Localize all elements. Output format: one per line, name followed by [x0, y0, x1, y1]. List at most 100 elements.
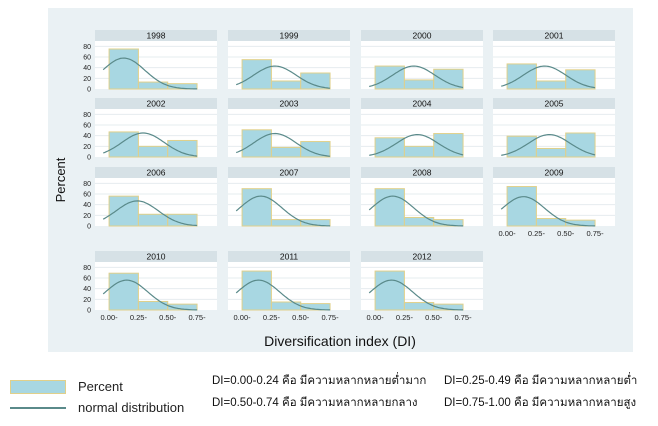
x-tick-label: 0.25-: [263, 313, 281, 322]
y-tick-label: 20: [83, 213, 91, 220]
histogram-bar: [300, 303, 331, 311]
normal-curve: [235, 65, 331, 89]
x-tick-label: 0.00-: [101, 313, 119, 322]
normal-curve: [368, 279, 464, 311]
histogram-bar: [270, 146, 302, 158]
panel-title: 2010: [147, 252, 166, 262]
panel-2000: 2000: [361, 30, 483, 90]
histogram-bar: [241, 270, 272, 311]
histogram-bar: [433, 303, 464, 311]
normal-curve: [235, 279, 331, 311]
panel-1999: 1999: [228, 30, 350, 90]
panel-2002: 2002 0 20 40 60 80: [83, 98, 217, 162]
y-tick-label: 60: [83, 123, 91, 130]
di-notes: DI=0.00-0.24 คือ มีความหลากหลายต่ำมาก DI…: [212, 370, 637, 414]
panel-1998: 1998 0 20 40 60 80: [83, 30, 217, 94]
x-tick-label: 0.75-: [189, 313, 207, 322]
panel-title: 1998: [147, 31, 166, 41]
legend: Percent normal distribution: [10, 376, 184, 418]
legend-item-percent: Percent: [10, 376, 184, 397]
histogram-bar: [300, 72, 331, 90]
y-tick-label: 40: [83, 133, 91, 140]
histogram-bar: [270, 219, 302, 227]
y-tick-label: 0: [87, 224, 91, 231]
normal-curve: [235, 195, 331, 227]
x-tick-label: 0.25-: [130, 313, 148, 322]
panel-strip: [361, 98, 483, 109]
histogram-bar: [167, 139, 198, 158]
normal-curve: [235, 132, 331, 157]
histogram-bar: [108, 48, 139, 90]
normal-curve: [102, 279, 198, 311]
x-tick-label: 0.50-: [159, 313, 177, 322]
normal-curve: [369, 134, 464, 156]
panel-title: 2006: [147, 168, 166, 178]
histogram-bar: [300, 141, 331, 158]
histogram-bar: [506, 135, 537, 158]
panel-2001: 2001: [493, 30, 615, 90]
y-tick-label: 20: [83, 76, 91, 83]
x-tick-label: 0.50-: [557, 229, 575, 238]
histogram-bar: [535, 147, 567, 158]
panel-strip: [228, 167, 350, 178]
panel-title: 1999: [280, 31, 299, 41]
y-tick-label: 40: [83, 286, 91, 293]
panel-strip: [493, 98, 615, 109]
histogram-bar: [270, 301, 302, 311]
panel-strip: [228, 98, 350, 109]
panel-title: 2012: [413, 252, 432, 262]
normal-curve: [501, 65, 596, 89]
normal-curve: [102, 200, 198, 227]
x-tick-label: 0.50-: [425, 313, 443, 322]
panel-2012: 2012 0.00- 0.25- 0.50- 0.75-: [361, 251, 483, 322]
note-di-low: DI=0.25-0.49 คือ มีความหลากหลายต่ำ: [444, 375, 638, 387]
histogram-bar: [565, 69, 596, 90]
panel-2006: 2006 0 20 40 60 80: [83, 167, 217, 231]
x-tick-label: 0.75-: [455, 313, 473, 322]
panel-2004: 2004: [361, 98, 483, 158]
legend-area: Percent normal distribution DI=0.00-0.24…: [0, 360, 658, 426]
y-tick-label: 40: [83, 65, 91, 72]
x-axis-label: Diversification index (DI): [264, 333, 416, 349]
histogram-bar: [433, 68, 464, 90]
panel-strip: [228, 251, 350, 262]
histogram-bar: [300, 219, 331, 227]
normal-curve: [368, 195, 464, 227]
panel-strip: [361, 167, 483, 178]
panel-2003: 2003: [228, 98, 350, 158]
panel-title: 2004: [413, 99, 432, 109]
panel-2010: 2010 0 20 40 60 80 0.00- 0.25- 0.50- 0.75-: [83, 251, 217, 322]
legend-label-normal: normal distribution: [78, 400, 185, 415]
histogram-bar: [108, 272, 139, 311]
y-tick-label: 80: [83, 265, 91, 272]
legend-swatch-bar: [10, 379, 66, 394]
panel-strip: [361, 30, 483, 41]
y-tick-label: 0: [87, 155, 91, 162]
panel-title: 2003: [280, 99, 299, 109]
y-tick-label: 20: [83, 144, 91, 151]
histogram-bar: [137, 213, 169, 227]
panel-strip: [228, 30, 350, 41]
histogram-bar: [108, 131, 139, 158]
note-di-very-low: DI=0.00-0.24 คือ มีความหลากหลายต่ำมาก: [212, 375, 427, 387]
histogram-bar: [535, 80, 567, 90]
x-tick-label: 0.00-: [367, 313, 385, 322]
panel-strip: [493, 167, 615, 178]
panel-strip: [95, 98, 217, 109]
normal-curve: [501, 134, 596, 156]
y-tick-label: 60: [83, 276, 91, 283]
panel-strip: [95, 251, 217, 262]
panel-title: 2008: [413, 168, 432, 178]
histogram-bar: [167, 83, 198, 90]
normal-curve: [102, 57, 198, 90]
panel-2007: 2007: [228, 167, 350, 227]
panel-title: 2009: [545, 168, 564, 178]
x-tick-label: 0.50-: [292, 313, 310, 322]
y-tick-label: 0: [87, 308, 91, 315]
y-tick-label: 40: [83, 202, 91, 209]
histogram-bar: [167, 213, 198, 227]
x-tick-label: 0.25-: [396, 313, 414, 322]
histogram-bar: [241, 188, 272, 227]
